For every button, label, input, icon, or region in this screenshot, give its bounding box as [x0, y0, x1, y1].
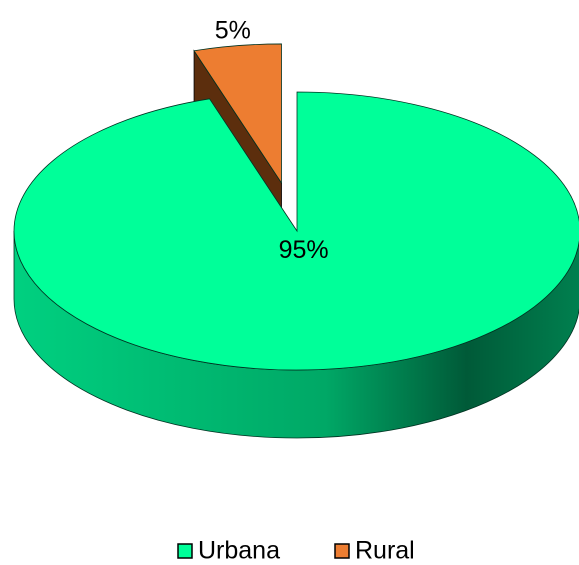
- pie-slice: [13, 91, 579, 371]
- legend-label: Urbana: [198, 537, 280, 565]
- legend-swatch: [177, 543, 193, 559]
- legend-label: Rural: [355, 537, 415, 565]
- data-label: 5%: [215, 17, 251, 45]
- data-label: 95%: [279, 236, 329, 264]
- pie-slice: [193, 43, 282, 185]
- legend-swatch: [334, 543, 350, 559]
